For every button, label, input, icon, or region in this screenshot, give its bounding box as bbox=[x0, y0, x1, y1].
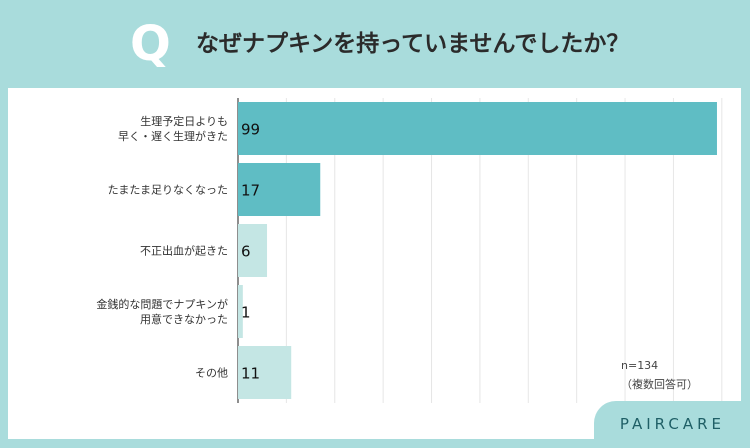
sample-note: n=134 bbox=[621, 359, 658, 372]
category-label: 金銭的な問題でナプキンが bbox=[96, 297, 228, 311]
category-label: たまたま足りなくなった bbox=[108, 184, 228, 197]
question-title: なぜナプキンを持っていませんでしたか？ bbox=[196, 31, 630, 57]
data-label: 6 bbox=[241, 243, 251, 261]
bar bbox=[238, 285, 243, 338]
category-label: 用意できなかった bbox=[140, 312, 228, 326]
category-label: 早く・遅く生理がきた bbox=[118, 129, 228, 143]
data-label: 11 bbox=[241, 365, 260, 383]
bar bbox=[238, 163, 321, 216]
category-label: 不正出血が起きた bbox=[140, 244, 228, 258]
header: Q なぜナプキンを持っていませんでしたか？ bbox=[0, 0, 750, 88]
q-letter: Q bbox=[130, 16, 171, 72]
bar bbox=[238, 102, 717, 155]
brand-logo: PAIRCARE bbox=[593, 401, 741, 439]
data-label: 99 bbox=[241, 121, 260, 139]
sample-note: （複数回答可） bbox=[621, 377, 698, 391]
category-label: その他 bbox=[195, 367, 228, 380]
data-label: 17 bbox=[241, 182, 260, 200]
data-label: 1 bbox=[241, 304, 251, 322]
bar bbox=[238, 346, 292, 399]
bar bbox=[238, 224, 268, 277]
chart-panel: 99 17 6 1 11 生理予定日よりも 早く・遅く生理がきた たまたま足りなくなった 不正… bbox=[8, 88, 741, 439]
category-label: 生理予定日よりも bbox=[140, 114, 228, 128]
